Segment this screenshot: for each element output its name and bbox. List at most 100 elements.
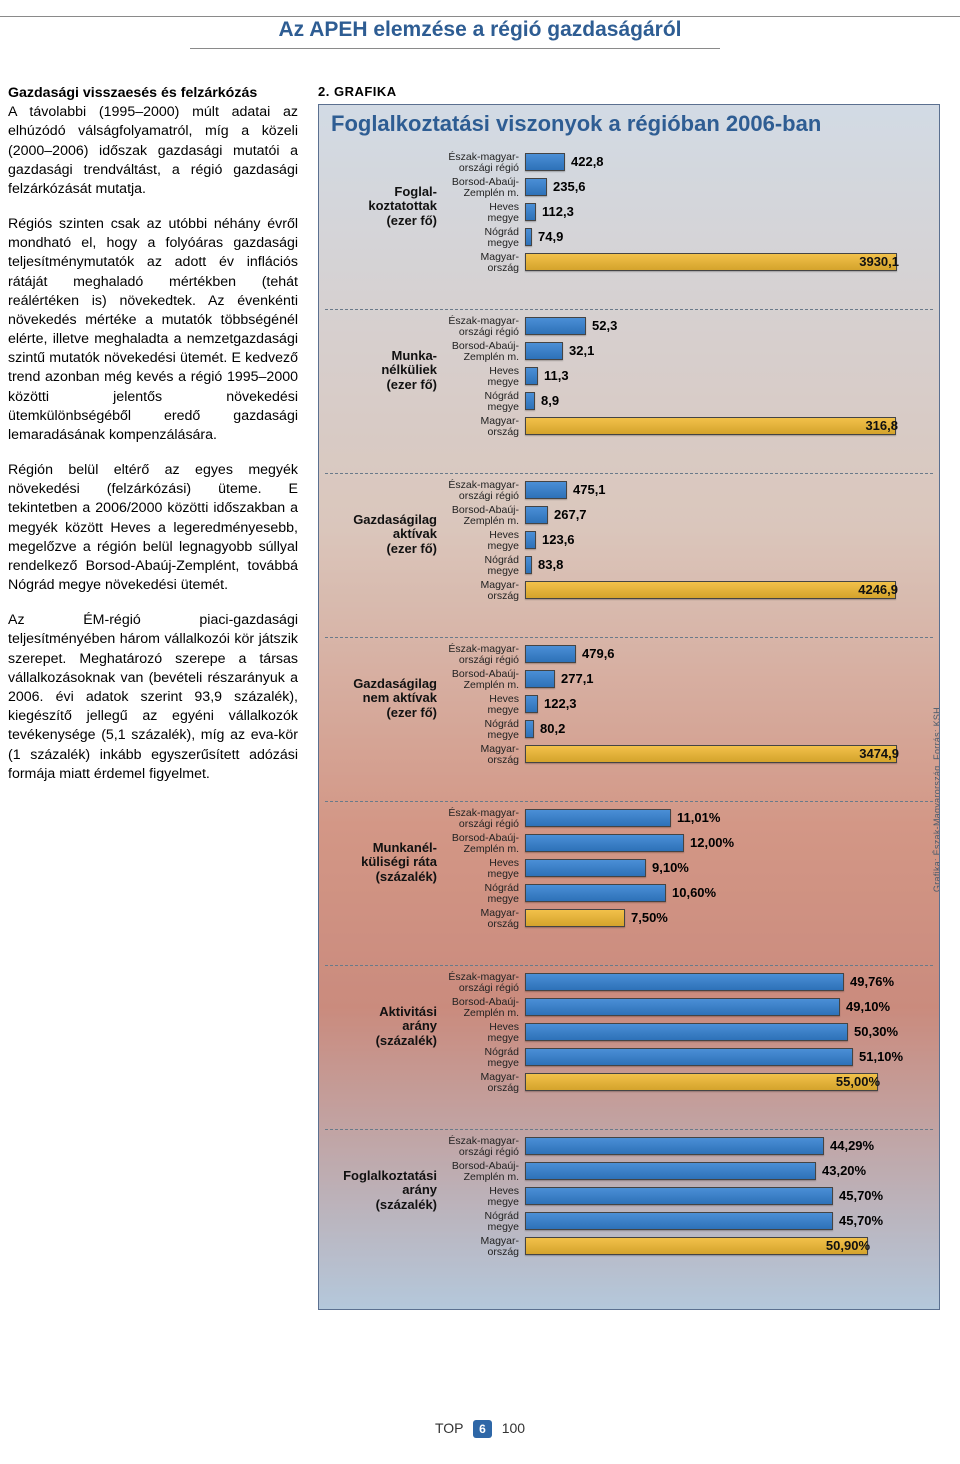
category-label: Észak-magyar-országi régió <box>443 316 519 338</box>
group-label: Munka-nélküliek(ezer fő) <box>325 349 437 392</box>
bar-value: 55,00% <box>836 1073 880 1091</box>
article-para-2: Régiós szinten csak az utóbbi néhány évr… <box>8 215 298 445</box>
bar-wrap: 112,3 <box>525 203 931 221</box>
bar <box>525 253 897 271</box>
bar-value: 112,3 <box>542 203 574 221</box>
bar-value: 32,1 <box>569 342 594 360</box>
bar <box>525 153 565 171</box>
bar-wrap: 235,6 <box>525 178 931 196</box>
category-label: Észak-magyar-országi régió <box>443 1136 519 1158</box>
group-label: Munkanél-küliségi ráta(százalék) <box>325 841 437 884</box>
bar-value: 43,20% <box>822 1162 866 1180</box>
category-label: Nógrádmegye <box>443 719 519 741</box>
group-label: Foglal-koztatottak(ezer fő) <box>325 185 437 228</box>
chart-row: Észak-magyar-országi régió479,6 <box>443 643 931 668</box>
bar-value: 45,70% <box>839 1212 883 1230</box>
chart-row: Borsod-Abaúj-Zemplén m.12,00% <box>443 832 931 857</box>
bar <box>525 1212 833 1230</box>
chart-row: Magyar-ország 3474,9 <box>443 743 931 768</box>
footer-left: TOP <box>435 1420 463 1436</box>
category-label: Magyar-ország <box>443 416 519 438</box>
bar-wrap: 10,60% <box>525 884 931 902</box>
bar-wrap: 80,2 <box>525 720 931 738</box>
bar-wrap: 83,8 <box>525 556 931 574</box>
bar <box>525 909 625 927</box>
bar <box>525 531 536 549</box>
chart-row: Nógrádmegye8,9 <box>443 390 931 415</box>
bar <box>525 317 586 335</box>
bar-value: 3930,1 <box>859 253 899 271</box>
category-label: Észak-magyar-országi régió <box>443 480 519 502</box>
category-label: Nógrádmegye <box>443 1047 519 1069</box>
bar <box>525 859 646 877</box>
bar-wrap: 49,10% <box>525 998 931 1016</box>
bar <box>525 998 840 1016</box>
bar-value: 422,8 <box>571 153 604 171</box>
bar-wrap: 7,50% <box>525 909 931 927</box>
bar-value: 479,6 <box>582 645 615 663</box>
bar-wrap: 475,1 <box>525 481 931 499</box>
category-label: Hevesmegye <box>443 530 519 552</box>
category-label: Hevesmegye <box>443 202 519 224</box>
chart-row: Hevesmegye50,30% <box>443 1021 931 1046</box>
chart-row: Magyar-ország 55,00% <box>443 1071 931 1096</box>
chart-row: Hevesmegye122,3 <box>443 693 931 718</box>
bar-wrap: 277,1 <box>525 670 931 688</box>
bar <box>525 203 536 221</box>
category-label: Észak-magyar-országi régió <box>443 972 519 994</box>
category-label: Magyar-ország <box>443 744 519 766</box>
chart-row: Magyar-ország7,50% <box>443 907 931 932</box>
footer-right: 100 <box>502 1420 525 1436</box>
bar-value: 80,2 <box>540 720 565 738</box>
bar-wrap: 44,29% <box>525 1137 931 1155</box>
footer-page-number: 6 <box>473 1420 492 1438</box>
category-label: Borsod-Abaúj-Zemplén m. <box>443 505 519 527</box>
bar-value: 44,29% <box>830 1137 874 1155</box>
figure-number: 2. GRAFIKA <box>318 84 397 99</box>
bar-wrap: 11,01% <box>525 809 931 827</box>
bar-wrap: 122,3 <box>525 695 931 713</box>
chart-row: Magyar-ország316,8 <box>443 415 931 440</box>
chart-row: Borsod-Abaúj-Zemplén m.267,7 <box>443 504 931 529</box>
bar-wrap: 422,8 <box>525 153 931 171</box>
bar <box>525 367 538 385</box>
chart-group: Munkanél-küliségi ráta(százalék) Észak-ma… <box>319 807 939 946</box>
category-label: Borsod-Abaúj-Zemplén m. <box>443 669 519 691</box>
bar-wrap: 11,3 <box>525 367 931 385</box>
bar-value: 74,9 <box>538 228 563 246</box>
bar-wrap: 3474,9 <box>525 745 931 763</box>
bar-value: 49,10% <box>846 998 890 1016</box>
chart-row: Borsod-Abaúj-Zemplén m.49,10% <box>443 996 931 1021</box>
bar-wrap: 45,70% <box>525 1212 931 1230</box>
bar <box>525 973 844 991</box>
category-label: Borsod-Abaúj-Zemplén m. <box>443 341 519 363</box>
chart-group: Foglal-koztatottak(ezer fő)Észak-magyar-… <box>319 151 939 290</box>
category-label: Borsod-Abaúj-Zemplén m. <box>443 1161 519 1183</box>
bar <box>525 481 567 499</box>
category-label: Borsod-Abaúj-Zemplén m. <box>443 177 519 199</box>
chart-group: Gazdaságilagaktívak(ezer fő)Észak-magyar… <box>319 479 939 618</box>
category-label: Hevesmegye <box>443 858 519 880</box>
chart-row: Hevesmegye11,3 <box>443 365 931 390</box>
chart-body: Foglal-koztatottak(ezer fő) Észak-magyar-… <box>319 145 939 1309</box>
bar-value: 45,70% <box>839 1187 883 1205</box>
chart-row: Észak-magyar-országi régió52,3 <box>443 315 931 340</box>
bar-wrap: 50,90% <box>525 1237 931 1255</box>
bar <box>525 581 896 599</box>
chart-row: Hevesmegye123,6 <box>443 529 931 554</box>
chart-row: Észak-magyar-országi régió 475,1 <box>443 479 931 504</box>
category-label: Nógrádmegye <box>443 1211 519 1233</box>
category-label: Hevesmegye <box>443 1022 519 1044</box>
bar-value: 277,1 <box>561 670 594 688</box>
bar <box>525 392 535 410</box>
bar-wrap: 43,20% <box>525 1162 931 1180</box>
bar-wrap: 51,10% <box>525 1048 931 1066</box>
group-label: Aktivitásiarány(százalék) <box>325 1005 437 1048</box>
bar-value: 11,01% <box>677 809 720 827</box>
category-label: Magyar-ország <box>443 1072 519 1094</box>
category-label: Borsod-Abaúj-Zemplén m. <box>443 833 519 855</box>
bar-value: 4246,9 <box>858 581 898 599</box>
bar <box>525 1162 816 1180</box>
chart-group: Gazdaságilagnem aktívak(ezer fő)Észak-ma… <box>319 643 939 782</box>
category-label: Észak-magyar-országi régió <box>443 808 519 830</box>
